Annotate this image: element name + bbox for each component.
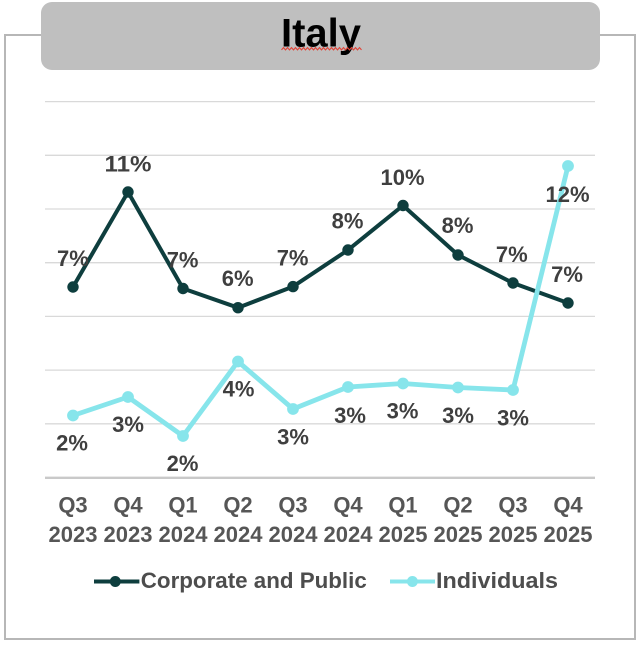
svg-text:2025: 2025 bbox=[379, 522, 428, 547]
svg-text:2023: 2023 bbox=[104, 522, 153, 547]
svg-text:Q4: Q4 bbox=[553, 493, 583, 518]
svg-text:Q4: Q4 bbox=[113, 493, 143, 518]
svg-text:4%: 4% bbox=[223, 377, 255, 402]
svg-text:Individuals: Individuals bbox=[436, 568, 558, 593]
svg-text:3%: 3% bbox=[277, 425, 309, 450]
svg-text:3%: 3% bbox=[442, 403, 474, 428]
svg-text:8%: 8% bbox=[332, 209, 364, 234]
svg-text:Q1: Q1 bbox=[388, 493, 417, 518]
svg-text:2024: 2024 bbox=[269, 522, 319, 547]
svg-text:2025: 2025 bbox=[434, 522, 483, 547]
svg-text:2025: 2025 bbox=[544, 522, 593, 547]
svg-text:Q3: Q3 bbox=[278, 493, 307, 518]
svg-text:3%: 3% bbox=[387, 399, 419, 424]
svg-text:6%: 6% bbox=[222, 266, 254, 291]
svg-text:7%: 7% bbox=[167, 248, 199, 273]
svg-text:Q2: Q2 bbox=[223, 493, 252, 518]
svg-text:2025: 2025 bbox=[489, 522, 538, 547]
svg-text:7%: 7% bbox=[551, 262, 583, 287]
svg-text:2024: 2024 bbox=[159, 522, 209, 547]
svg-text:Corporate and Public: Corporate and Public bbox=[141, 568, 367, 593]
svg-text:12%: 12% bbox=[545, 182, 589, 207]
svg-text:Q3: Q3 bbox=[58, 493, 87, 518]
svg-text:2%: 2% bbox=[167, 451, 199, 476]
svg-text:7%: 7% bbox=[57, 246, 89, 271]
svg-text:11%: 11% bbox=[105, 152, 152, 177]
svg-text:2%: 2% bbox=[56, 431, 88, 456]
svg-text:Q4: Q4 bbox=[333, 493, 363, 518]
svg-text:Q1: Q1 bbox=[168, 493, 197, 518]
svg-text:2024: 2024 bbox=[214, 522, 264, 547]
svg-text:7%: 7% bbox=[277, 246, 309, 271]
svg-text:3%: 3% bbox=[112, 412, 144, 437]
svg-text:7%: 7% bbox=[496, 242, 528, 267]
svg-text:10%: 10% bbox=[380, 165, 424, 190]
svg-text:3%: 3% bbox=[497, 406, 529, 431]
svg-text:8%: 8% bbox=[442, 213, 474, 238]
svg-text:3%: 3% bbox=[334, 403, 366, 428]
svg-text:Q3: Q3 bbox=[498, 493, 527, 518]
svg-text:Q2: Q2 bbox=[443, 493, 472, 518]
svg-text:2024: 2024 bbox=[324, 522, 374, 547]
svg-text:2023: 2023 bbox=[49, 522, 98, 547]
